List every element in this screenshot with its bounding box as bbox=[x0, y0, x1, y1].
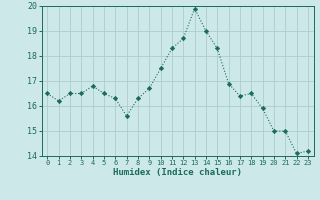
X-axis label: Humidex (Indice chaleur): Humidex (Indice chaleur) bbox=[113, 168, 242, 177]
